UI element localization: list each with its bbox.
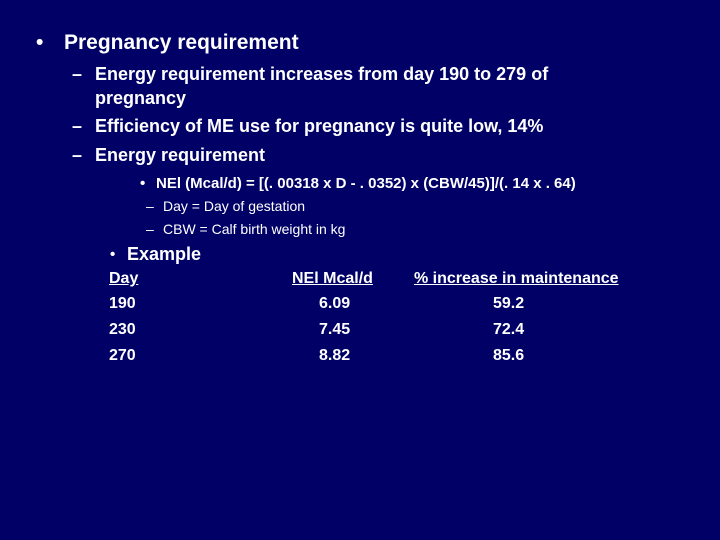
bullet-marker: • — [140, 175, 146, 192]
bullet-marker: • — [36, 31, 44, 54]
dash-marker: – — [72, 64, 83, 84]
sub-bullet-text: Efficiency of ME use for pregnancy is qu… — [95, 116, 544, 136]
dash-marker: – — [72, 116, 83, 136]
dash-marker: – — [146, 198, 154, 214]
sub-bullet-text-continued: pregnancy — [95, 88, 187, 108]
table-cell-percent: 72.4 — [493, 321, 525, 338]
example-label: Example — [127, 244, 202, 264]
table-cell-percent: 85.6 — [493, 347, 525, 364]
dash-marker: – — [146, 221, 154, 237]
table-header-day: Day — [109, 270, 139, 287]
definition-text: Day = Day of gestation — [163, 198, 306, 214]
sub-bullet-text: Energy requirement — [95, 145, 266, 165]
table-cell-day: 270 — [109, 347, 136, 364]
formula-text: NEl (Mcal/d) = [(. 00318 x D - . 0352) x… — [156, 175, 576, 192]
main-bullet-text: Pregnancy requirement — [64, 31, 299, 54]
table-header-percent: % increase in maintenance — [414, 270, 619, 287]
table-cell-day: 190 — [109, 295, 136, 312]
table-header-nel: NEl Mcal/d — [292, 270, 373, 287]
bullet-marker: • — [110, 246, 116, 263]
table-cell-percent: 59.2 — [493, 295, 525, 312]
definition-text: CBW = Calf birth weight in kg — [163, 221, 346, 237]
table-cell-nel: 7.45 — [319, 321, 351, 338]
table-cell-nel: 8.82 — [319, 347, 351, 364]
dash-marker: – — [72, 145, 83, 165]
table-cell-nel: 6.09 — [319, 295, 351, 312]
sub-bullet-text: Energy requirement increases from day 19… — [95, 64, 549, 84]
table-cell-day: 230 — [109, 321, 136, 338]
